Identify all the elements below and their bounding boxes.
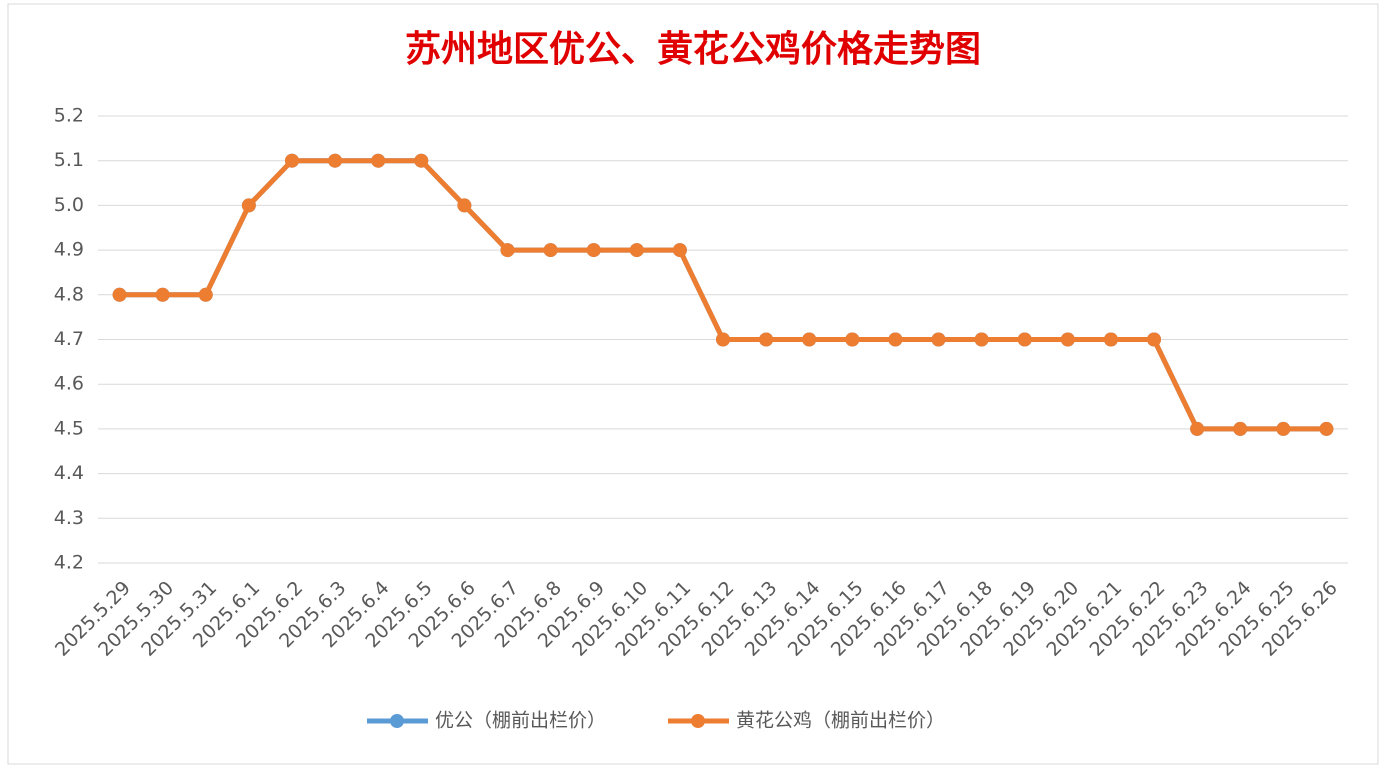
point (629, 243, 644, 258)
point (672, 243, 687, 258)
point (802, 332, 817, 347)
point (1190, 421, 1205, 436)
legend-label: 优公（棚前出栏价） (435, 710, 606, 732)
point (931, 332, 946, 347)
y-tick-label: 4.8 (54, 283, 84, 305)
point (155, 287, 170, 302)
point (414, 153, 429, 168)
legend-marker (691, 714, 705, 728)
point (500, 243, 515, 258)
point (759, 332, 774, 347)
point (716, 332, 730, 347)
point (284, 153, 299, 168)
y-tick-label: 4.9 (54, 239, 84, 261)
point (974, 332, 989, 347)
point (543, 243, 558, 258)
y-tick-label: 4.5 (54, 417, 84, 439)
y-tick-label: 5.0 (54, 194, 84, 216)
y-tick-label: 4.6 (54, 373, 84, 395)
point (586, 243, 601, 258)
y-tick-label: 5.2 (54, 105, 84, 127)
point (1060, 332, 1075, 347)
point (845, 332, 860, 347)
point (198, 287, 213, 302)
y-tick-label: 4.4 (54, 462, 84, 484)
chart-title: 苏州地区优公、黄花公鸡价格走势图 (405, 28, 981, 70)
point (241, 198, 256, 213)
point (1319, 421, 1334, 436)
legend-marker (390, 714, 404, 728)
point (371, 153, 386, 168)
point (1103, 332, 1118, 347)
point (1276, 421, 1291, 436)
point (457, 198, 472, 213)
y-tick-label: 4.3 (54, 507, 84, 529)
point (328, 153, 343, 168)
point (112, 287, 127, 302)
y-tick-label: 4.7 (54, 328, 84, 350)
point (1017, 332, 1032, 347)
legend-label: 黄花公鸡（棚前出栏价） (736, 710, 945, 732)
point (1147, 332, 1162, 347)
y-tick-label: 4.2 (54, 552, 84, 574)
point (1233, 421, 1248, 436)
point (888, 332, 903, 347)
y-tick-label: 5.1 (54, 149, 84, 171)
